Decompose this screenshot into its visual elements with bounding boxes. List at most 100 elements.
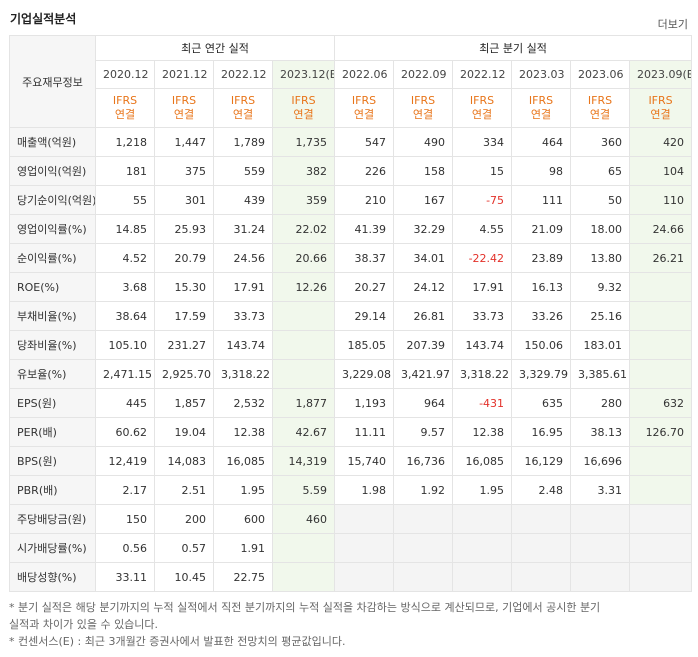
- value-cell: 25.93: [154, 214, 214, 244]
- value-cell: 464: [511, 127, 572, 157]
- value-cell: 111: [511, 185, 572, 215]
- data-row: ROE(%) 3.68 15.30 17.91 12.26 20.27 24.12 17.91…: [9, 272, 693, 302]
- value-cell: 65: [570, 156, 631, 186]
- value-cell: 4.55: [452, 214, 513, 244]
- value-cell: 20.27: [334, 272, 395, 302]
- value-cell: 38.13: [570, 417, 631, 447]
- period-header: 2022.12: [213, 60, 273, 89]
- value-cell: 22.75: [213, 562, 273, 592]
- value-cell: 10.45: [154, 562, 214, 592]
- accounting-label: IFRS: [230, 94, 256, 107]
- value-cell: 1.95: [213, 475, 273, 505]
- value-cell: 1,857: [154, 388, 214, 418]
- period-header: 2023.09(E): [629, 60, 693, 89]
- value-cell: [629, 272, 693, 302]
- value-cell: 32.29: [393, 214, 454, 244]
- value-cell: 559: [213, 156, 273, 186]
- value-cell: 2.51: [154, 475, 214, 505]
- value-cell: 210: [334, 185, 395, 215]
- header-row: IFRS 연결 IFRS 연결 IFRS 연결 IFRS 연결 IFRS 연결 IFRS 연결 IFRS…: [10, 88, 693, 128]
- row-label: 주당배당금(원): [9, 504, 96, 534]
- value-cell: 15,740: [334, 446, 395, 476]
- data-row: 영업이익률(%) 14.85 25.93 31.24 22.02 41.39 32.29 4.…: [9, 214, 693, 244]
- value-cell: 150: [95, 504, 155, 534]
- value-cell: 375: [154, 156, 214, 186]
- value-cell: [629, 562, 693, 592]
- period-header: 2022.06: [334, 60, 395, 89]
- value-cell: 25.16: [570, 301, 631, 331]
- value-cell: 5.59: [271, 475, 336, 505]
- row-label: PBR(배): [9, 475, 96, 505]
- value-cell: [271, 301, 336, 331]
- data-row: PER(배) 60.62 19.04 12.38 42.67 11.11 9.57 12.38…: [9, 417, 693, 447]
- value-cell: [511, 562, 572, 592]
- value-cell: 11.11: [334, 417, 395, 447]
- row-label: 유보율(%): [9, 359, 96, 389]
- value-cell: 181: [95, 156, 155, 186]
- value-cell: [629, 301, 693, 331]
- value-cell: 26.81: [393, 301, 454, 331]
- value-cell: 1.92: [393, 475, 454, 505]
- group-header: 최근 연간 실적: [94, 35, 336, 61]
- value-cell: 1.98: [334, 475, 395, 505]
- value-cell: [570, 533, 631, 563]
- value-cell: -431: [452, 388, 513, 418]
- value-cell: 15.30: [154, 272, 214, 302]
- value-cell: 1,193: [334, 388, 395, 418]
- accounting-header: IFRS 연결: [393, 88, 454, 128]
- value-cell: [393, 562, 454, 592]
- value-cell: 31.24: [213, 214, 273, 244]
- value-cell: [452, 533, 513, 563]
- value-cell: 158: [393, 156, 454, 186]
- data-row: 배당성향(%) 33.11 10.45 22.75: [9, 562, 693, 592]
- period-header: 2021.12: [154, 60, 214, 89]
- value-cell: 1,877: [271, 388, 336, 418]
- value-cell: 1,735: [271, 127, 336, 157]
- accounting-label: 연결: [589, 108, 611, 121]
- accounting-label: 연결: [293, 108, 314, 121]
- value-cell: 280: [570, 388, 631, 418]
- value-cell: 16,736: [393, 446, 454, 476]
- row-label: 당좌비율(%): [9, 330, 96, 360]
- value-cell: [629, 533, 693, 563]
- value-cell: 207.39: [393, 330, 454, 360]
- data-row: 당좌비율(%) 105.10 231.27 143.74 185.05 207.39 143…: [9, 330, 693, 360]
- period-header: 2022.12: [452, 60, 513, 89]
- value-cell: 33.11: [95, 562, 155, 592]
- value-cell: 439: [213, 185, 273, 215]
- value-cell: 420: [629, 127, 693, 157]
- value-cell: 16,696: [570, 446, 631, 476]
- accounting-label: 연결: [471, 108, 493, 121]
- value-cell: 382: [271, 156, 336, 186]
- value-cell: 460: [271, 504, 336, 534]
- accounting-label: IFRS: [587, 94, 613, 107]
- accounting-header: IFRS 연결: [213, 88, 273, 128]
- accounting-label: 연결: [232, 108, 254, 121]
- value-cell: 41.39: [334, 214, 395, 244]
- value-cell: 3,229.08: [334, 359, 395, 389]
- value-cell: [271, 359, 336, 389]
- value-cell: 16,129: [511, 446, 572, 476]
- value-cell: 33.26: [511, 301, 572, 331]
- value-cell: 360: [570, 127, 631, 157]
- accounting-label: IFRS: [351, 94, 377, 107]
- value-cell: 55: [95, 185, 155, 215]
- value-cell: 12.38: [452, 417, 513, 447]
- value-cell: 231.27: [154, 330, 214, 360]
- accounting-label: 연결: [173, 108, 195, 121]
- value-cell: 98: [511, 156, 572, 186]
- value-cell: 26.21: [629, 243, 693, 273]
- value-cell: 964: [393, 388, 454, 418]
- more-link[interactable]: 더보기: [657, 18, 688, 31]
- value-cell: 60.62: [95, 417, 155, 447]
- value-cell: 3,318.22: [452, 359, 513, 389]
- value-cell: [452, 562, 513, 592]
- row-label: 시가배당률(%): [9, 533, 96, 563]
- period-header: 2023.12(E): [271, 60, 336, 89]
- value-cell: [629, 475, 693, 505]
- value-cell: 635: [511, 388, 572, 418]
- value-cell: [334, 562, 395, 592]
- value-cell: 17.59: [154, 301, 214, 331]
- value-cell: 15: [452, 156, 513, 186]
- row-label: 배당성향(%): [9, 562, 96, 592]
